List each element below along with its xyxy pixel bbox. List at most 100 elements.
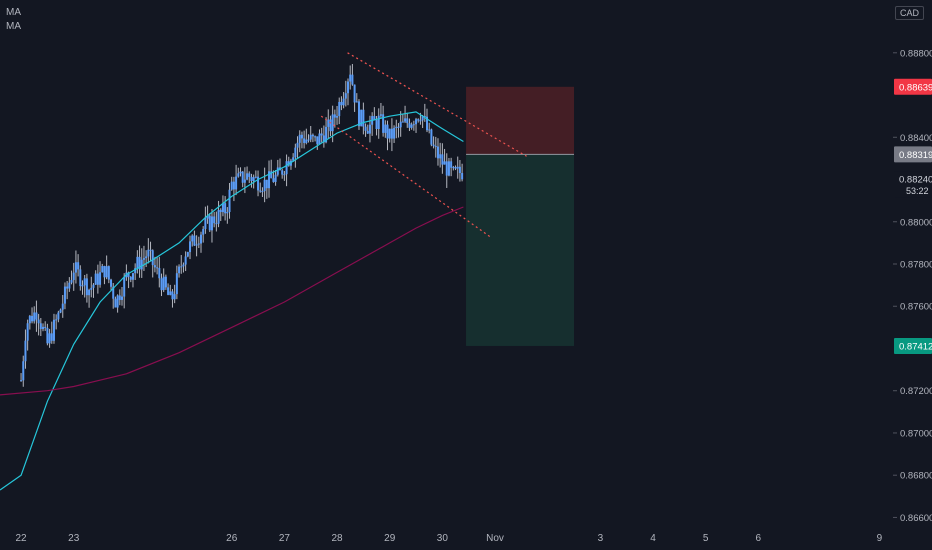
price-bar-body xyxy=(224,203,227,214)
price-bar-body xyxy=(395,126,398,128)
price-bar-body xyxy=(344,93,347,99)
price-bar-body xyxy=(44,326,47,328)
price-bar-body xyxy=(265,179,268,189)
price-bar-body xyxy=(24,340,27,362)
x-tick-label: 23 xyxy=(68,533,80,544)
price-bar-body xyxy=(357,101,360,127)
price-bar-body xyxy=(283,174,286,176)
price-bar-body xyxy=(173,294,176,300)
x-tick-label: 5 xyxy=(703,533,709,544)
price-bar-body xyxy=(445,161,448,176)
price-bar-body xyxy=(322,135,325,143)
price-bar-body xyxy=(147,249,150,257)
price-bar-body xyxy=(20,380,23,382)
price-bar-body xyxy=(406,118,409,124)
target-zone xyxy=(466,154,575,346)
price-bar-body xyxy=(221,203,224,213)
price-bar-body xyxy=(197,243,200,245)
price-bar-body xyxy=(129,276,132,280)
price-bar-body xyxy=(292,157,295,161)
price-bar-body xyxy=(300,134,303,139)
y-tick-label: 0.87000 xyxy=(900,428,932,439)
price-bar-body xyxy=(309,134,312,140)
price-bar-body xyxy=(351,74,354,85)
price-bar-body xyxy=(202,228,205,235)
price-bar-body xyxy=(428,129,431,131)
y-tick-label: 0.87200 xyxy=(900,386,932,397)
price-bar-body xyxy=(237,173,240,177)
x-tick-label: 6 xyxy=(756,533,762,544)
price-bar-body xyxy=(79,269,82,287)
price-bar-body xyxy=(88,289,91,296)
currency-badge[interactable]: CAD xyxy=(894,6,924,20)
price-bar-body xyxy=(195,244,198,246)
x-tick-label: 22 xyxy=(16,533,28,544)
price-bar-body xyxy=(175,273,178,295)
price-bar-body xyxy=(68,282,71,289)
price-bar-body xyxy=(112,286,115,299)
price-bar-body xyxy=(116,295,119,308)
legend-item-ma-fast[interactable]: MA xyxy=(6,7,21,18)
x-tick-label: 29 xyxy=(384,533,396,544)
price-bar-body xyxy=(70,279,73,283)
y-tick-label: 0.88400 xyxy=(900,133,932,144)
price-bar-body xyxy=(333,114,336,118)
price-bar-body xyxy=(110,279,113,287)
price-bar-body xyxy=(219,209,222,213)
ma-line-2 xyxy=(0,206,464,396)
price-bar-body xyxy=(458,166,461,174)
price-bar-body xyxy=(412,124,415,126)
price-bar-body xyxy=(393,127,396,139)
entry-price-label-box xyxy=(894,146,932,163)
x-axis: 22 23 26 27 28 29 30 Nov 3 4 5 6 9 xyxy=(16,533,883,544)
price-bar-body xyxy=(325,126,328,143)
price-bar-body xyxy=(158,268,161,279)
stop-price-label-box xyxy=(894,78,932,95)
price-bar-body xyxy=(261,191,264,193)
price-bar-body xyxy=(250,176,253,182)
price-bar-body xyxy=(259,190,262,192)
price-bar-body xyxy=(127,272,130,277)
price-bar-body xyxy=(447,161,450,176)
price-bar-body xyxy=(164,276,167,288)
price-bar-body xyxy=(184,256,187,265)
price-bar-body xyxy=(426,116,429,131)
price-bar-body xyxy=(83,278,86,286)
stop-price-label-text: 0.88639 xyxy=(899,82,932,93)
price-bar-body xyxy=(186,252,189,257)
price-bar-body xyxy=(305,139,308,143)
price-bar-body xyxy=(92,284,95,288)
price-bar-body xyxy=(246,173,249,180)
price-bar-body xyxy=(270,171,273,179)
price-bar-body xyxy=(90,287,93,290)
x-tick-label: 27 xyxy=(279,533,291,544)
price-bar-body xyxy=(131,273,134,280)
entry-price-label-text: 0.88319 xyxy=(899,150,932,161)
price-bar-body xyxy=(167,287,170,295)
price-bar-body xyxy=(180,266,183,268)
price-bar-body xyxy=(419,120,422,122)
price-bar-body xyxy=(153,265,156,268)
price-bar-body xyxy=(349,74,352,82)
price-bar-body xyxy=(26,323,29,341)
price-bar-body xyxy=(22,361,25,381)
x-tick-label: 9 xyxy=(877,533,883,544)
price-bar-body xyxy=(48,333,51,344)
price-bar-body xyxy=(248,173,251,177)
price-bar-body xyxy=(85,278,88,296)
price-bar-body xyxy=(461,173,464,180)
price-bar-body xyxy=(338,101,341,117)
price-bar-body xyxy=(430,129,433,145)
price-bar-body xyxy=(162,276,165,291)
price-bar-body xyxy=(189,241,192,253)
price-bar-body xyxy=(373,116,376,121)
price-bar-body xyxy=(210,216,213,231)
legend-item-ma-slow[interactable]: MA xyxy=(6,21,21,32)
price-bar-body xyxy=(254,176,257,178)
price-bar-body xyxy=(397,126,400,128)
target-price-label-box xyxy=(894,337,932,354)
ma-line-1 xyxy=(0,111,464,491)
price-bar-body xyxy=(239,171,242,174)
